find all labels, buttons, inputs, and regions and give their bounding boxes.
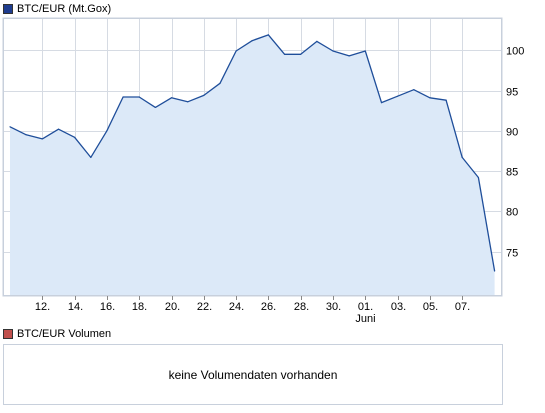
price-chart: 75 80 85 90 95 100 12. 14. 16. 18. 20. 22. 24. 26. 28.… xyxy=(2,17,524,325)
price-point xyxy=(267,34,269,36)
price-point xyxy=(219,82,221,84)
price-point xyxy=(170,97,173,99)
price-point xyxy=(122,96,124,98)
x-tick-label: 24. xyxy=(229,301,244,313)
price-point xyxy=(203,94,205,96)
volume-legend-label: BTC/EUR Volumen xyxy=(17,328,112,340)
y-tick-label: 95 xyxy=(506,87,518,99)
month-label: Juni xyxy=(355,313,375,325)
volume-legend-swatch xyxy=(3,329,13,339)
price-point xyxy=(494,270,496,272)
price-point xyxy=(332,50,334,52)
price-point xyxy=(477,176,479,179)
x-tick-label: 12. xyxy=(35,301,50,313)
price-legend-label: BTC/EUR (Mt.Gox) xyxy=(17,3,112,15)
price-area xyxy=(10,34,495,297)
price-point xyxy=(74,136,76,138)
price-point xyxy=(90,156,92,158)
price-point xyxy=(251,40,253,42)
price-point xyxy=(397,95,399,97)
x-tick-label: 01. xyxy=(358,301,373,313)
price-point xyxy=(187,101,189,103)
y-tick-label: 75 xyxy=(506,248,518,260)
price-point xyxy=(154,106,156,108)
x-tick-label: 30. xyxy=(326,301,341,313)
x-tick-label: 14. xyxy=(68,301,83,313)
x-tick-label: 22. xyxy=(197,301,212,313)
x-tick-label: 26. xyxy=(261,301,276,313)
price-point xyxy=(348,55,350,57)
price-point xyxy=(284,53,286,55)
y-tick-label: 90 xyxy=(506,127,518,139)
price-legend: BTC/EUR (Mt.Gox) xyxy=(3,3,111,15)
price-point xyxy=(57,128,60,130)
x-tick-label: 03. xyxy=(391,301,406,313)
y-tick-label: 100 xyxy=(506,46,524,58)
price-point xyxy=(138,96,140,98)
price-point xyxy=(300,53,302,55)
no-volume-data-message: keine Volumendaten vorhanden xyxy=(168,368,338,382)
price-point xyxy=(445,99,447,101)
price-point xyxy=(364,50,366,52)
price-point xyxy=(41,138,43,140)
x-tick-label: 07. xyxy=(455,301,470,313)
price-point xyxy=(413,89,415,91)
x-tick-label: 18. xyxy=(132,301,147,313)
x-tick-label: 28. xyxy=(294,301,309,313)
volume-legend: BTC/EUR Volumen xyxy=(3,328,111,340)
plot-border xyxy=(3,18,502,296)
price-point xyxy=(235,50,237,52)
price-point xyxy=(9,126,11,128)
price-point xyxy=(380,102,383,104)
price-point xyxy=(106,130,108,132)
x-tick-label: 20. xyxy=(165,301,180,313)
price-point xyxy=(25,134,27,136)
price-point xyxy=(316,40,318,43)
y-tick-label: 85 xyxy=(506,167,518,179)
price-point xyxy=(429,97,431,99)
x-tick-label: 16. xyxy=(100,301,115,313)
price-point xyxy=(461,156,463,158)
x-tick-label: 05. xyxy=(423,301,438,313)
price-legend-swatch xyxy=(3,4,13,14)
y-tick-label: 80 xyxy=(506,207,518,219)
volume-panel: keine Volumendaten vorhanden xyxy=(3,344,503,405)
